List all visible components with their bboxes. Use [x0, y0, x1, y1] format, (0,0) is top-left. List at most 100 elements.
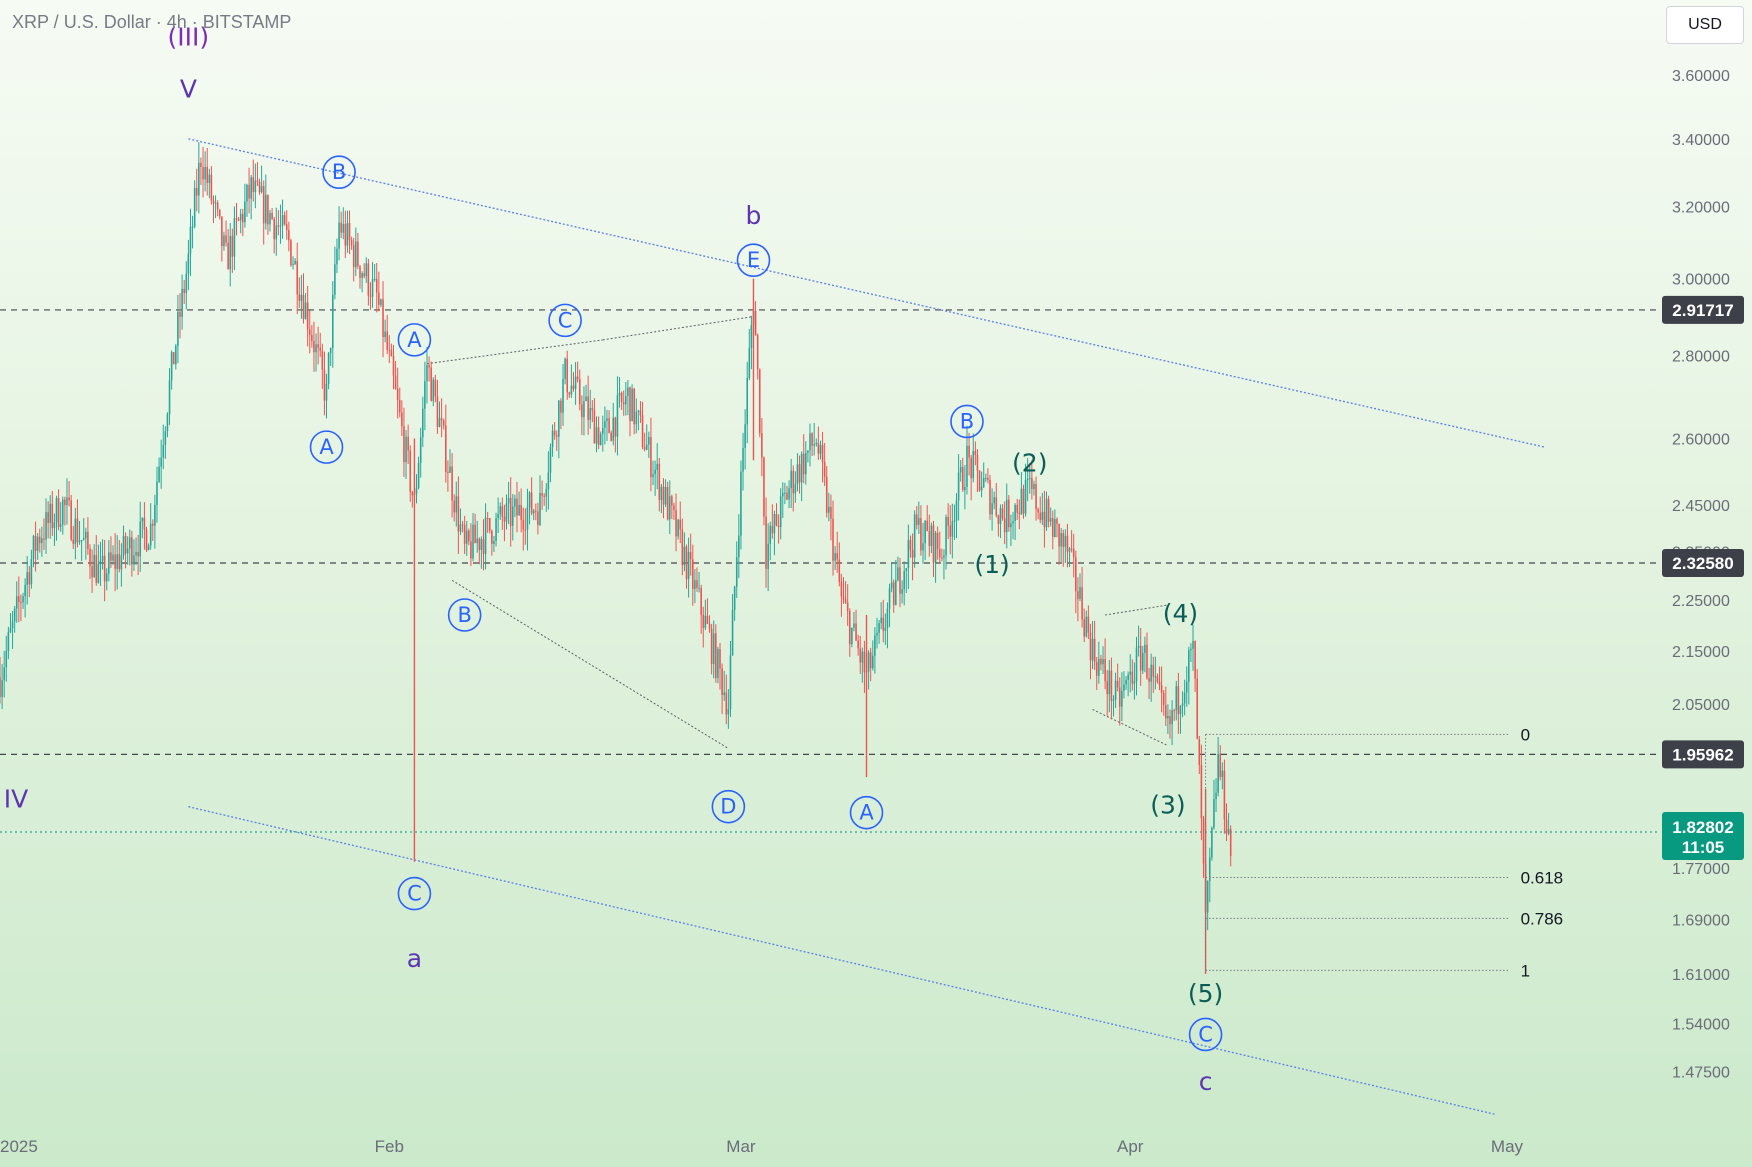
fib-level-label: 1: [1521, 961, 1530, 980]
candle-body: [708, 624, 711, 629]
candle-body: [976, 454, 979, 471]
candle-body: [241, 213, 244, 223]
candle-body: [1144, 644, 1146, 653]
candle-body: [403, 426, 405, 463]
candle-body: [3, 667, 5, 681]
candle-body: [300, 294, 303, 301]
candle-body: [836, 553, 839, 560]
candle-body: [1098, 658, 1100, 676]
candle-body: [279, 225, 282, 227]
candle-body: [195, 188, 198, 196]
candle-body: [1177, 686, 1180, 715]
candle-body: [296, 260, 299, 295]
candle-body: [160, 457, 162, 467]
candle-body: [64, 499, 66, 506]
candle-body: [761, 433, 763, 458]
candle-body: [903, 571, 905, 590]
circled-wave-label: B: [322, 155, 356, 189]
circled-label-ring: [397, 876, 432, 911]
candle-body: [76, 518, 79, 543]
candle-body: [878, 623, 880, 633]
candle-body: [1137, 645, 1140, 648]
candle-body: [1125, 679, 1127, 685]
candle-body: [187, 253, 190, 274]
circled-label-text: B: [332, 160, 346, 184]
candle-body: [363, 273, 365, 277]
candle-body: [114, 554, 116, 569]
candle-body: [876, 632, 878, 636]
triangle-line: [1092, 709, 1169, 747]
wave-label: (3): [1150, 791, 1185, 820]
candle-body: [495, 517, 497, 541]
candle-body: [497, 513, 499, 518]
candle-body: [503, 516, 506, 522]
date-axis-tick: Apr: [1117, 1137, 1144, 1156]
candle-body: [47, 512, 49, 524]
candle-body: [108, 552, 110, 574]
candle-body: [951, 521, 954, 537]
candle-body: [382, 299, 384, 338]
candle-body: [857, 640, 859, 649]
candle-body: [394, 375, 397, 389]
candle-body: [953, 520, 956, 522]
candle-body: [336, 248, 338, 265]
candle-body: [411, 491, 414, 495]
candle-body: [147, 545, 150, 551]
candle-body: [537, 511, 539, 525]
candle-body: [961, 467, 964, 491]
candle-body: [585, 396, 587, 402]
candle-body: [1068, 548, 1071, 552]
candle-body: [1014, 504, 1016, 521]
candle-body: [254, 180, 257, 193]
candle-body: [909, 539, 912, 550]
candle-body: [390, 350, 393, 357]
candle-body: [350, 240, 353, 246]
candle-body: [612, 417, 615, 441]
candle-body: [1175, 686, 1178, 711]
candle-body: [861, 651, 864, 663]
candle-body: [110, 552, 112, 561]
candle-body: [587, 396, 589, 420]
candle-body: [401, 412, 403, 427]
candle-body: [1146, 644, 1148, 678]
candle-body: [543, 495, 545, 497]
candle-body: [1020, 488, 1023, 515]
candle-body: [275, 225, 278, 240]
candle-body: [1139, 645, 1142, 671]
candle-body: [470, 541, 472, 559]
candle-body: [87, 531, 89, 549]
candle-body: [1056, 518, 1058, 524]
candle-body: [1158, 681, 1161, 686]
candle-body: [671, 496, 673, 506]
candle-body: [415, 487, 418, 494]
candle-body: [357, 241, 359, 267]
candle-body: [1179, 705, 1182, 715]
candle-body: [848, 611, 851, 645]
candle-body: [725, 692, 728, 715]
candle-body: [294, 260, 296, 264]
candle-body: [15, 596, 18, 609]
candle-body: [269, 212, 271, 225]
candle-body: [70, 500, 72, 540]
date-axis-tick: May: [1491, 1137, 1524, 1156]
candle-body: [428, 365, 430, 368]
candle-body: [1077, 591, 1079, 599]
candle-body: [193, 188, 196, 227]
candle-body: [221, 216, 223, 247]
candle-body: [652, 474, 654, 478]
candle-body: [200, 162, 202, 167]
candle-body: [809, 433, 811, 451]
candle-body: [457, 496, 460, 532]
candle-body: [421, 408, 424, 438]
candle-body: [842, 596, 845, 599]
candle-body: [474, 524, 476, 544]
candle-body: [742, 447, 744, 472]
candle-body: [1229, 829, 1232, 857]
price-level-tag: [1662, 295, 1744, 324]
candle-body: [721, 668, 723, 696]
candle-body: [329, 347, 332, 353]
candle-body: [964, 486, 966, 491]
candle-body: [913, 514, 916, 558]
currency-button[interactable]: USD: [1666, 6, 1744, 44]
